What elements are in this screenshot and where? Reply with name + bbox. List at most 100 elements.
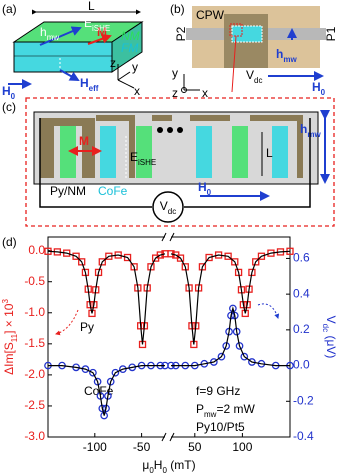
axis-z: z (172, 86, 178, 100)
text: mw (307, 130, 321, 139)
text: 0 (149, 466, 154, 475)
marker (81, 365, 90, 373)
m-label: M (97, 25, 107, 39)
text: eff (89, 84, 99, 93)
text: h (276, 47, 283, 61)
axis-y: y (172, 66, 178, 80)
series-label: Py (80, 320, 94, 334)
h0-label: H0 (2, 84, 16, 100)
series-label: CoFe (84, 384, 114, 398)
text: μ (142, 458, 149, 472)
text: H (198, 180, 207, 194)
text: f=9 GHz (196, 384, 240, 398)
y-tick-label: -2.0 (24, 367, 45, 381)
text: mw (283, 55, 297, 64)
text: (μV) (324, 332, 338, 358)
fit-line (170, 250, 291, 345)
cpw-label: CPW (196, 8, 225, 22)
e-ishe-label: EiSHE (84, 16, 110, 32)
annotation: f=9 GHz (196, 384, 240, 398)
panel-label: (b) (170, 2, 185, 16)
marker (205, 253, 213, 262)
text: 11 (10, 333, 19, 342)
h-eff-arrow (59, 69, 80, 81)
marker (240, 352, 249, 361)
text: E (84, 16, 92, 30)
marker (72, 252, 80, 260)
panel-b: (b) CPW P2 P1 hmw Vdc H0 y z x (170, 2, 338, 100)
annotation: Pmw=2 mW (196, 402, 255, 418)
text: V (324, 316, 338, 324)
text: 0 (321, 88, 326, 97)
y2-tick-label: 0.0 (293, 358, 310, 372)
y2-tick-label: 0.2 (293, 322, 310, 336)
ellipsis (157, 127, 163, 133)
text: dc (168, 207, 176, 216)
y-tick-label: -3.0 (24, 429, 45, 443)
text: 0 (162, 466, 167, 475)
h0-label: H0 (198, 180, 212, 196)
panel-label: (a) (2, 2, 17, 16)
text: V (246, 68, 254, 82)
text: (mT) (167, 458, 196, 472)
marker (88, 309, 96, 318)
nm-label: NM (121, 29, 140, 43)
h-mw-arrow (39, 26, 82, 46)
text: =2 mW (216, 402, 255, 416)
text: E (130, 150, 138, 164)
marker (217, 352, 226, 361)
h-mw-label: hmw (276, 47, 297, 63)
text: H (80, 76, 89, 90)
panel-label: (c) (2, 100, 16, 114)
axes-glyph (117, 64, 135, 89)
zoom-line (231, 35, 237, 93)
text: mw (47, 33, 60, 42)
panel-label: (d) (2, 235, 17, 249)
text: iSHE (138, 158, 156, 167)
fm-label: FM (121, 41, 138, 55)
m-label: M (79, 134, 89, 148)
contact (40, 118, 95, 178)
axis-x: x (134, 84, 140, 98)
y-axis-label: ΔIm[S11] × 103 (1, 299, 19, 375)
y-tick-label: -1.5 (24, 336, 45, 350)
box-front (13, 41, 113, 73)
panel-d: (d) 0.0 -0.5 -1.0 -1.5 -2.0 -2.5 -3.0 -0.4 -0.2 0… (1, 232, 338, 475)
text: mw (204, 410, 217, 419)
marker (257, 252, 266, 260)
axis-z: z (110, 56, 116, 70)
plot-frame (47, 236, 291, 438)
cofe-strip (272, 126, 288, 178)
axis-pointer (257, 303, 280, 319)
text: dc (254, 76, 262, 85)
text: 0 (207, 188, 212, 197)
text: dc (321, 324, 330, 332)
cofe-strip (196, 126, 212, 178)
y-tick-label: -0.5 (24, 274, 45, 288)
text: H (2, 84, 11, 98)
h-mw-label: hmw (300, 122, 321, 138)
y2-tick-label: -0.2 (293, 393, 314, 407)
py-nm-label: Py/NM (50, 184, 86, 198)
p2-label: P2 (174, 26, 188, 41)
panel-c: (c) M EiSHE L hmw Py/NM CoFe Vdc H0 (2, 97, 335, 227)
e-ishe-label: EiSHE (130, 150, 156, 166)
ellipsis (167, 127, 173, 133)
text: h (40, 25, 47, 39)
py-strip (232, 126, 248, 178)
text: h (300, 122, 307, 136)
z-dot (181, 87, 187, 93)
p1-label: P1 (324, 26, 338, 41)
text: 3 (1, 299, 10, 304)
x-tick-label: -100 (83, 440, 107, 454)
axis-pointer (55, 309, 79, 336)
contacts (96, 115, 303, 178)
zoom-frame (25, 97, 335, 227)
y2-axis-label: Vdc (μV) (321, 316, 337, 359)
sample (231, 25, 263, 43)
length-label: L (88, 0, 95, 13)
y-tick-label: -2.5 (24, 398, 45, 412)
marker (78, 258, 86, 266)
annotation: Py10/Pt5 (196, 420, 245, 434)
